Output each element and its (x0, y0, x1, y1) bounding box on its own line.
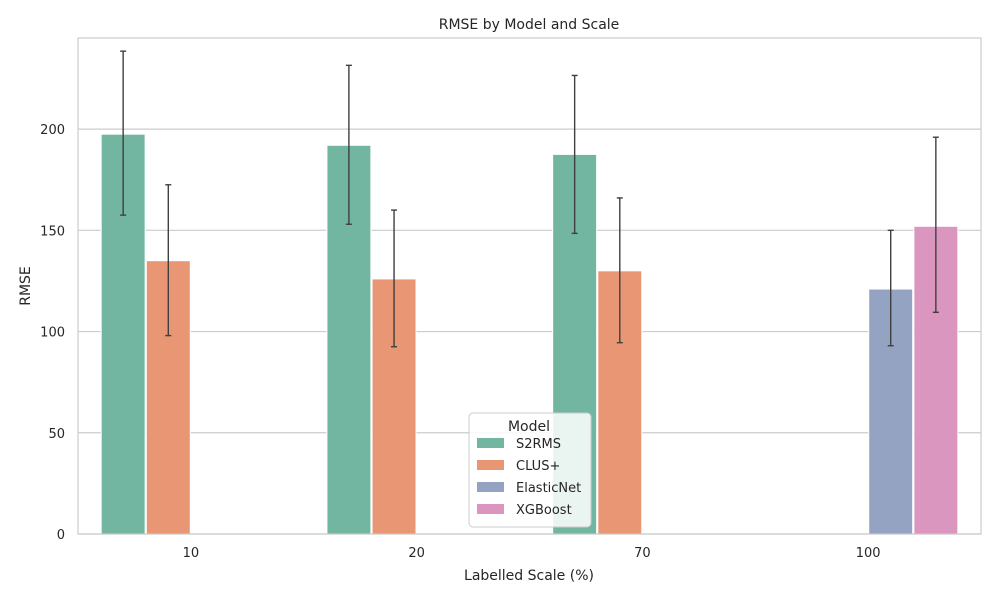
error-bar (887, 229, 894, 347)
legend-items: S2RMS CLUS+ ElasticNet XGBoost (477, 437, 581, 518)
y-tick-label: 100 (40, 326, 65, 341)
error-bar (932, 136, 939, 314)
y-tick-label: 0 (57, 528, 65, 543)
y-axis-title: RMSE (18, 266, 34, 306)
legend-swatch (477, 438, 504, 448)
x-axis-title: Labelled Scale (%) (464, 568, 594, 584)
legend-item-s2rms[interactable]: S2RMS (477, 437, 561, 452)
chart-title: RMSE by Model and Scale (439, 17, 620, 33)
legend-label: XGBoost (516, 503, 572, 518)
legend-swatch (477, 460, 504, 470)
y-tick-label: 150 (40, 224, 65, 239)
x-tick-labels: 10 20 70 100 (183, 546, 881, 561)
legend-item-xgboost[interactable]: XGBoost (477, 503, 572, 518)
error-bar (120, 50, 127, 216)
legend-swatch (477, 504, 504, 514)
bars (100, 133, 959, 535)
x-tick-label: 20 (408, 546, 425, 561)
plot-frame (77, 37, 982, 535)
x-tick-label: 100 (856, 546, 881, 561)
error-bar (616, 197, 623, 344)
legend-label: CLUS+ (516, 459, 560, 474)
error-bar (165, 184, 172, 337)
x-tick-label: 70 (634, 546, 651, 561)
legend-label: ElasticNet (516, 481, 581, 496)
legend-label: S2RMS (516, 437, 561, 452)
error-bars (120, 50, 939, 348)
legend-title: Model (508, 419, 550, 435)
y-tick-labels: 0 50 100 150 200 (40, 123, 65, 543)
x-tick-label: 10 (183, 546, 200, 561)
error-bar (391, 209, 398, 348)
y-tick-label: 50 (48, 427, 65, 442)
legend[interactable]: Model S2RMS CLUS+ ElasticNet XGBoost (468, 412, 592, 528)
legend-item-elasticnet[interactable]: ElasticNet (477, 481, 581, 496)
y-tick-label: 200 (40, 123, 65, 138)
legend-item-clus[interactable]: CLUS+ (477, 459, 560, 474)
legend-swatch (477, 482, 504, 492)
error-bar (571, 74, 578, 235)
error-bar (345, 64, 352, 225)
